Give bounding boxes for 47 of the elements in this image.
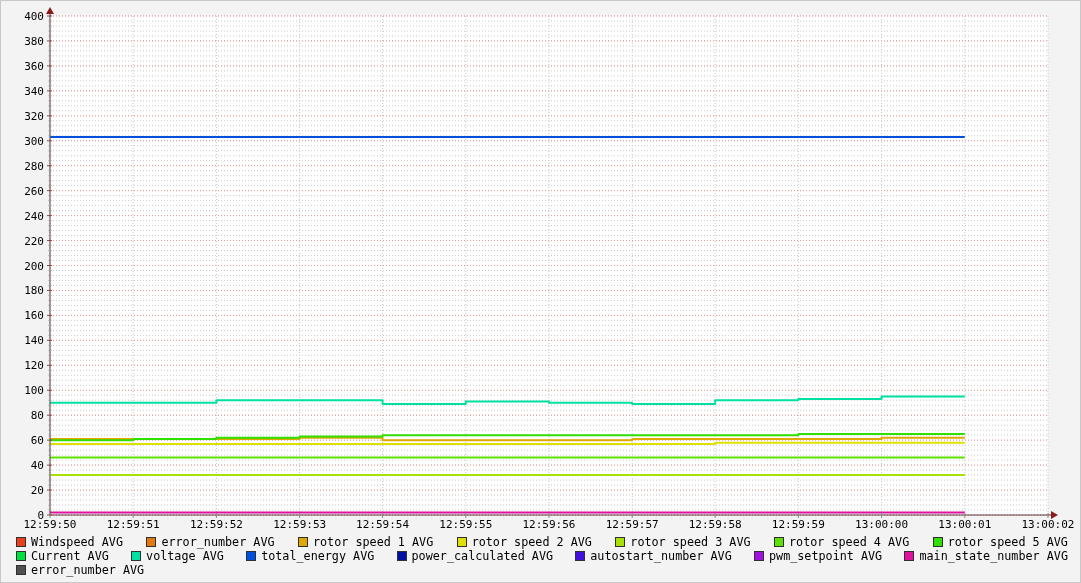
x-tick-label: 12:59:54: [356, 518, 410, 531]
y-tick-label: 340: [24, 84, 44, 98]
y-tick-label: 320: [24, 109, 44, 123]
y-tick-label: 40: [30, 459, 44, 473]
x-tick-label: 12:59:51: [106, 518, 160, 531]
legend-label: error_number AVG: [161, 535, 275, 549]
y-tick-label: 120: [24, 359, 44, 373]
y-tick-label: 60: [30, 434, 44, 448]
legend-label: Current AVG: [31, 549, 109, 563]
y-tick-label: 360: [24, 59, 44, 73]
x-tick-label: 12:59:53: [273, 518, 327, 531]
legend-label: rotor speed 1 AVG: [312, 535, 434, 549]
y-tick-label: 380: [24, 34, 44, 48]
x-tick-label: 13:00:02: [1021, 518, 1075, 531]
legend-label: error_number AVG: [31, 563, 145, 577]
y-tick-label: 300: [24, 134, 44, 148]
y-tick-label: 20: [30, 484, 44, 498]
y-tick-label: 220: [24, 234, 44, 248]
legend-label: rotor speed 2 AVG: [471, 535, 592, 549]
y-tick-label: 260: [24, 184, 44, 198]
x-tick-label: 12:59:55: [439, 518, 493, 531]
y-tick-label: 140: [24, 334, 44, 348]
legend-label: autostart_number AVG: [590, 549, 732, 563]
legend-label: rotor speed 5 AVG: [947, 535, 1068, 549]
x-tick-label: 12:59:58: [688, 518, 742, 531]
x-tick-label: 12:59:59: [771, 518, 825, 531]
y-tick-label: 280: [24, 159, 44, 173]
y-tick-label: 100: [24, 384, 44, 398]
y-tick-label: 180: [24, 284, 44, 298]
legend-label: pwm_setpoint AVG: [768, 549, 883, 563]
legend-label: rotor speed 3 AVG: [630, 535, 751, 549]
legend-label: voltage AVG: [146, 549, 224, 563]
x-tick-label: 13:00:01: [938, 518, 992, 531]
legend-label: Windspeed AVG: [31, 535, 123, 549]
y-tick-label: 80: [30, 409, 44, 423]
y-tick-label: 400: [24, 10, 44, 23]
legend-label: rotor speed 4 AVG: [788, 535, 910, 549]
y-tick-label: 160: [24, 309, 44, 323]
y-tick-label: 240: [24, 209, 44, 223]
legend-label: power_calculated AVG: [411, 549, 554, 563]
x-tick-label: 12:59:57: [605, 518, 659, 531]
x-tick-label: 12:59:52: [189, 518, 243, 531]
y-tick-label: 200: [24, 259, 44, 273]
x-tick-label: 13:00:00: [855, 518, 909, 531]
legend-label: total_energy AVG: [261, 549, 375, 563]
x-tick-label: 12:59:56: [522, 518, 576, 531]
legend-label: main_state_number AVG: [919, 549, 1068, 563]
